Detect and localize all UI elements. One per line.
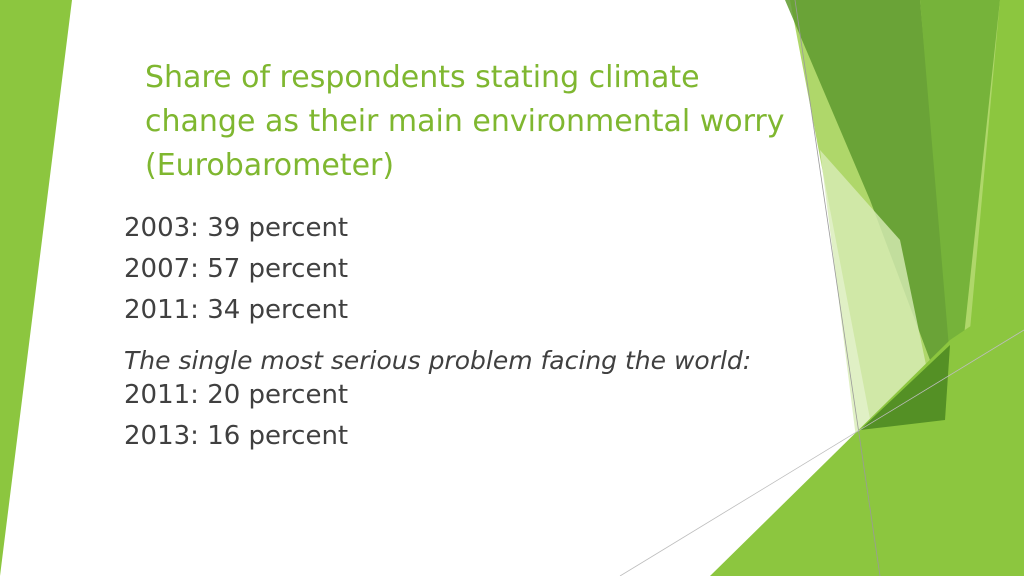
thin-line-diagonal <box>619 329 1024 576</box>
note-stat-line: 2013: 16 percent <box>124 421 349 451</box>
thin-line-vertical <box>794 0 881 576</box>
stats-list: 2003: 39 percent 2007: 57 percent 2011: … <box>124 208 804 331</box>
slide-title: Share of respondents stating climate cha… <box>145 60 785 183</box>
stat-line: 2007: 57 percent <box>124 254 349 284</box>
italic-note: The single most serious problem facing t… <box>124 346 752 375</box>
right-mid-green-strip <box>920 0 1000 420</box>
bottom-dark-accent <box>860 345 950 430</box>
slide-body: 2003: 39 percent 2007: 57 percent 2011: … <box>124 208 804 457</box>
stat-line: 2003: 39 percent <box>124 213 349 243</box>
note-stats-list: 2011: 20 percent 2013: 16 percent <box>124 375 804 457</box>
note-stat-line: 2011: 20 percent <box>124 380 349 410</box>
stat-line: 2011: 34 percent <box>124 295 349 325</box>
left-green-triangle <box>0 0 72 576</box>
right-dark-green-band <box>785 0 960 440</box>
